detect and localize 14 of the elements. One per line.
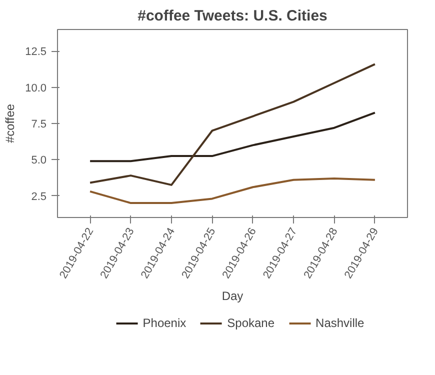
- line-series: [89, 63, 376, 186]
- legend-label: Spokane: [227, 316, 275, 330]
- line-series: [89, 177, 376, 204]
- line-series: [89, 112, 376, 162]
- y-tick-label: 7.5: [31, 118, 47, 130]
- y-tick-label: 2.5: [31, 190, 47, 203]
- x-axis-title: Day: [222, 289, 244, 304]
- chart-title: #coffee Tweets: U.S. Cities: [138, 8, 328, 24]
- y-tick-label: 12.5: [25, 46, 47, 58]
- legend-label: Nashville: [316, 316, 364, 330]
- y-axis-title: #coffee: [3, 104, 18, 144]
- legend-label: Phoenix: [142, 316, 186, 330]
- y-tick-label: 5.0: [31, 154, 47, 167]
- y-tick-label: 10.0: [25, 82, 47, 94]
